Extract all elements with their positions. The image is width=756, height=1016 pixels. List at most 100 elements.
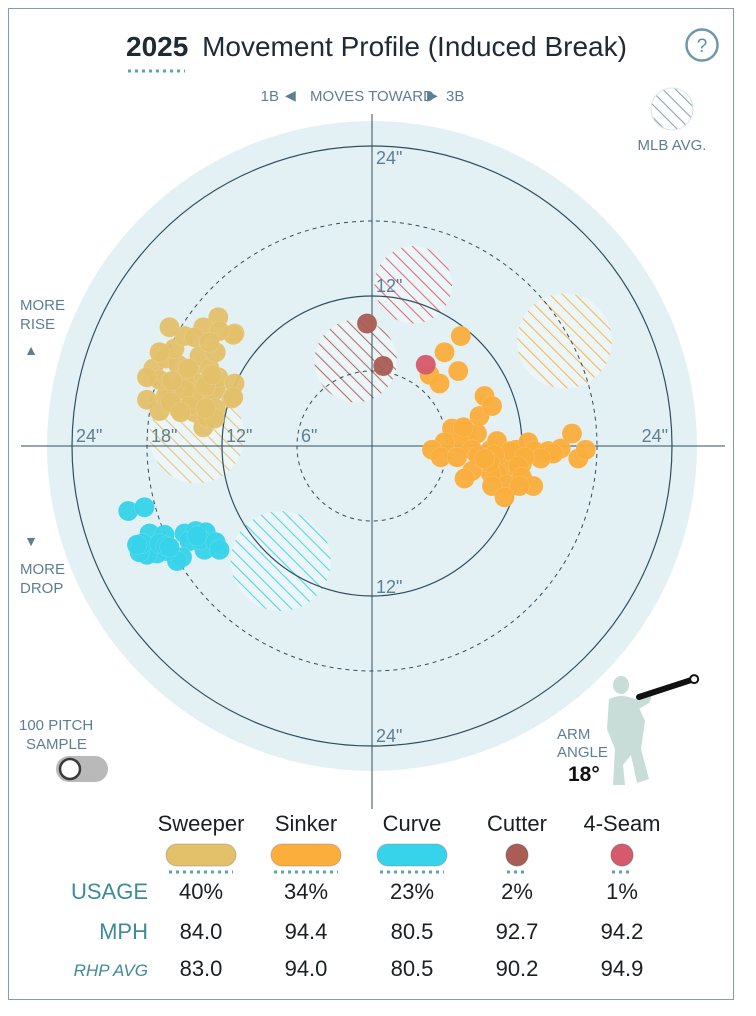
- legend-name-curve: Curve: [383, 811, 442, 836]
- pitch-point-sweeper: [159, 317, 180, 338]
- direction-indicator: 1B ◀ MOVES TOWARD ▶ 3B: [261, 87, 465, 105]
- series-sinker: [419, 325, 596, 508]
- pitch-point-sinker: [450, 325, 471, 347]
- legend-col-sinker: Sinker 34% 94.4 94.0: [270, 811, 342, 981]
- pitch-point-cutter: [356, 313, 378, 334]
- more-rise-line2: RISE: [20, 316, 55, 333]
- pitch-point-sweeper: [136, 367, 158, 388]
- legend-usage-sinker: 34%: [284, 879, 328, 904]
- pitch-point-curve: [186, 525, 208, 547]
- pitch-point-cutter: [373, 355, 394, 377]
- sample-control: 100 PITCH SAMPLE: [19, 717, 108, 782]
- legend-mph-curve: 80.5: [391, 919, 434, 944]
- legend-usage-4-seam: 1%: [606, 879, 638, 904]
- pitch-point-curve: [159, 537, 180, 558]
- help-icon: ?: [697, 36, 708, 57]
- mlb-avg-curve: [230, 511, 331, 611]
- row-label-rhp-avg: RHP AVG: [74, 961, 148, 980]
- down-arrow-icon: ▼: [24, 533, 38, 549]
- pitch-point-sweeper: [195, 398, 216, 419]
- ring-label-left-12: 12": [226, 426, 252, 446]
- ring-label-top-24: 24": [376, 148, 402, 168]
- pitch-point-sinker: [561, 423, 583, 444]
- legend-name-4-seam: 4-Seam: [583, 811, 660, 836]
- pitch-point-sweeper: [170, 402, 191, 423]
- pitch-points: [118, 307, 596, 572]
- legend-mph-sinker: 94.4: [285, 919, 328, 944]
- direction-middle-label: MOVES TOWARD: [310, 88, 434, 105]
- legend-col-curve: Curve 23% 80.5 80.5: [376, 811, 448, 981]
- arm-angle-line: [636, 674, 700, 700]
- pitch-point-sweeper: [178, 358, 199, 379]
- legend-name-sweeper: Sweeper: [158, 811, 245, 836]
- legend-name-cutter: Cutter: [487, 811, 547, 836]
- help-circle: [685, 28, 719, 62]
- sample-label-line1: 100 PITCH: [19, 717, 93, 734]
- legend-columns: Sweeper 40% 84.0 83.0 Sinker 34% 94.4 94.0 Curve…: [158, 811, 661, 981]
- legend-mph-sweeper: 84.0: [180, 919, 223, 944]
- pitch-point-sweeper: [199, 332, 220, 353]
- arm-angle-value: 18°: [568, 763, 600, 786]
- mlb-avg-swatch-icon: [650, 87, 694, 131]
- movement-chart: 2025 Movement Profile (Induced Break) ? …: [19, 28, 725, 981]
- legend-swatch-curve: [376, 843, 448, 867]
- series-sweeper: [136, 307, 245, 438]
- mlb-avg-legend: MLB AVG.: [638, 87, 707, 154]
- mlb-avg-4-seam: [374, 246, 452, 324]
- pitch-point-sweeper: [201, 364, 223, 385]
- arm-angle-line2: ANGLE: [557, 744, 608, 761]
- pitch-point-sinker: [453, 417, 474, 438]
- pitch-point-sweeper: [149, 342, 170, 363]
- pitch-point-curve: [134, 497, 155, 518]
- mlb-avg-swatch: [650, 87, 694, 131]
- right-arrow-icon: ▶: [427, 87, 438, 103]
- legend-mph-4-seam: 94.2: [601, 919, 644, 944]
- arm-angle-line1: ARM: [557, 726, 590, 743]
- title-text: Movement Profile (Induced Break): [202, 31, 627, 62]
- legend-rhp-avg-4-seam: 94.9: [601, 956, 644, 981]
- ring-label-left-6: 6": [301, 426, 317, 446]
- legend-name-sinker: Sinker: [275, 811, 337, 836]
- plot-grid: [21, 114, 725, 809]
- ring-label-bottom-12: 12": [376, 577, 402, 597]
- help-button[interactable]: ?: [685, 28, 719, 62]
- pitch-point-sinker: [481, 395, 503, 417]
- legend-rhp-avg-sinker: 94.0: [285, 956, 328, 981]
- ring-label-bottom-24: 24": [376, 726, 402, 746]
- arm-angle-display: ARM ANGLE 18°: [557, 674, 700, 786]
- mlb-avg-label: MLB AVG.: [638, 137, 707, 154]
- left-arrow-icon: ◀: [285, 87, 296, 103]
- pitch-point-sinker: [509, 475, 530, 497]
- chart-frame: 2025 Movement Profile (Induced Break) ? …: [8, 8, 734, 1000]
- title-year: 2025: [126, 31, 188, 62]
- pitch-point-sinker: [429, 373, 450, 394]
- direction-left-label: 1B: [261, 88, 279, 105]
- mlb-avg-cutter: [314, 319, 397, 403]
- ring-labels: 12" 24" 12" 24" 6" 12" 18" 24" 24": [76, 148, 668, 746]
- mlb-avg-sinker: [517, 293, 612, 389]
- title: 2025 Movement Profile (Induced Break): [126, 31, 627, 62]
- series-curve: [118, 497, 230, 572]
- more-drop-line2: DROP: [20, 580, 63, 597]
- pitch-point-sinker: [575, 439, 596, 460]
- more-drop-line1: MORE: [20, 561, 65, 578]
- ring-label-left-18: 18": [151, 426, 177, 446]
- legend-mph-cutter: 92.7: [496, 919, 539, 944]
- legend-col-4-seam: 4-Seam 1% 94.2 94.9: [583, 811, 660, 981]
- pitch-point-sinker: [446, 447, 468, 468]
- arm-angle-ball: [689, 674, 700, 685]
- pitch-point-sweeper: [161, 370, 183, 392]
- series-4-seam: [415, 354, 436, 375]
- legend-swatch-cutter: [505, 843, 529, 867]
- legend-col-sweeper: Sweeper 40% 84.0 83.0: [158, 811, 245, 981]
- ring-label-right-24: 24": [642, 426, 668, 446]
- pitch-point-sinker: [448, 360, 469, 382]
- legend-rhp-avg-cutter: 90.2: [496, 956, 539, 981]
- row-label-usage: USAGE: [71, 879, 148, 904]
- toggle-knob: [58, 757, 82, 781]
- more-drop-label: ▼ MORE DROP: [20, 533, 65, 597]
- pitch-point-sinker: [474, 448, 495, 469]
- pitch-point-curve: [209, 539, 230, 560]
- sample-toggle[interactable]: [56, 756, 108, 782]
- more-rise-label: MORE RISE ▲: [20, 297, 65, 358]
